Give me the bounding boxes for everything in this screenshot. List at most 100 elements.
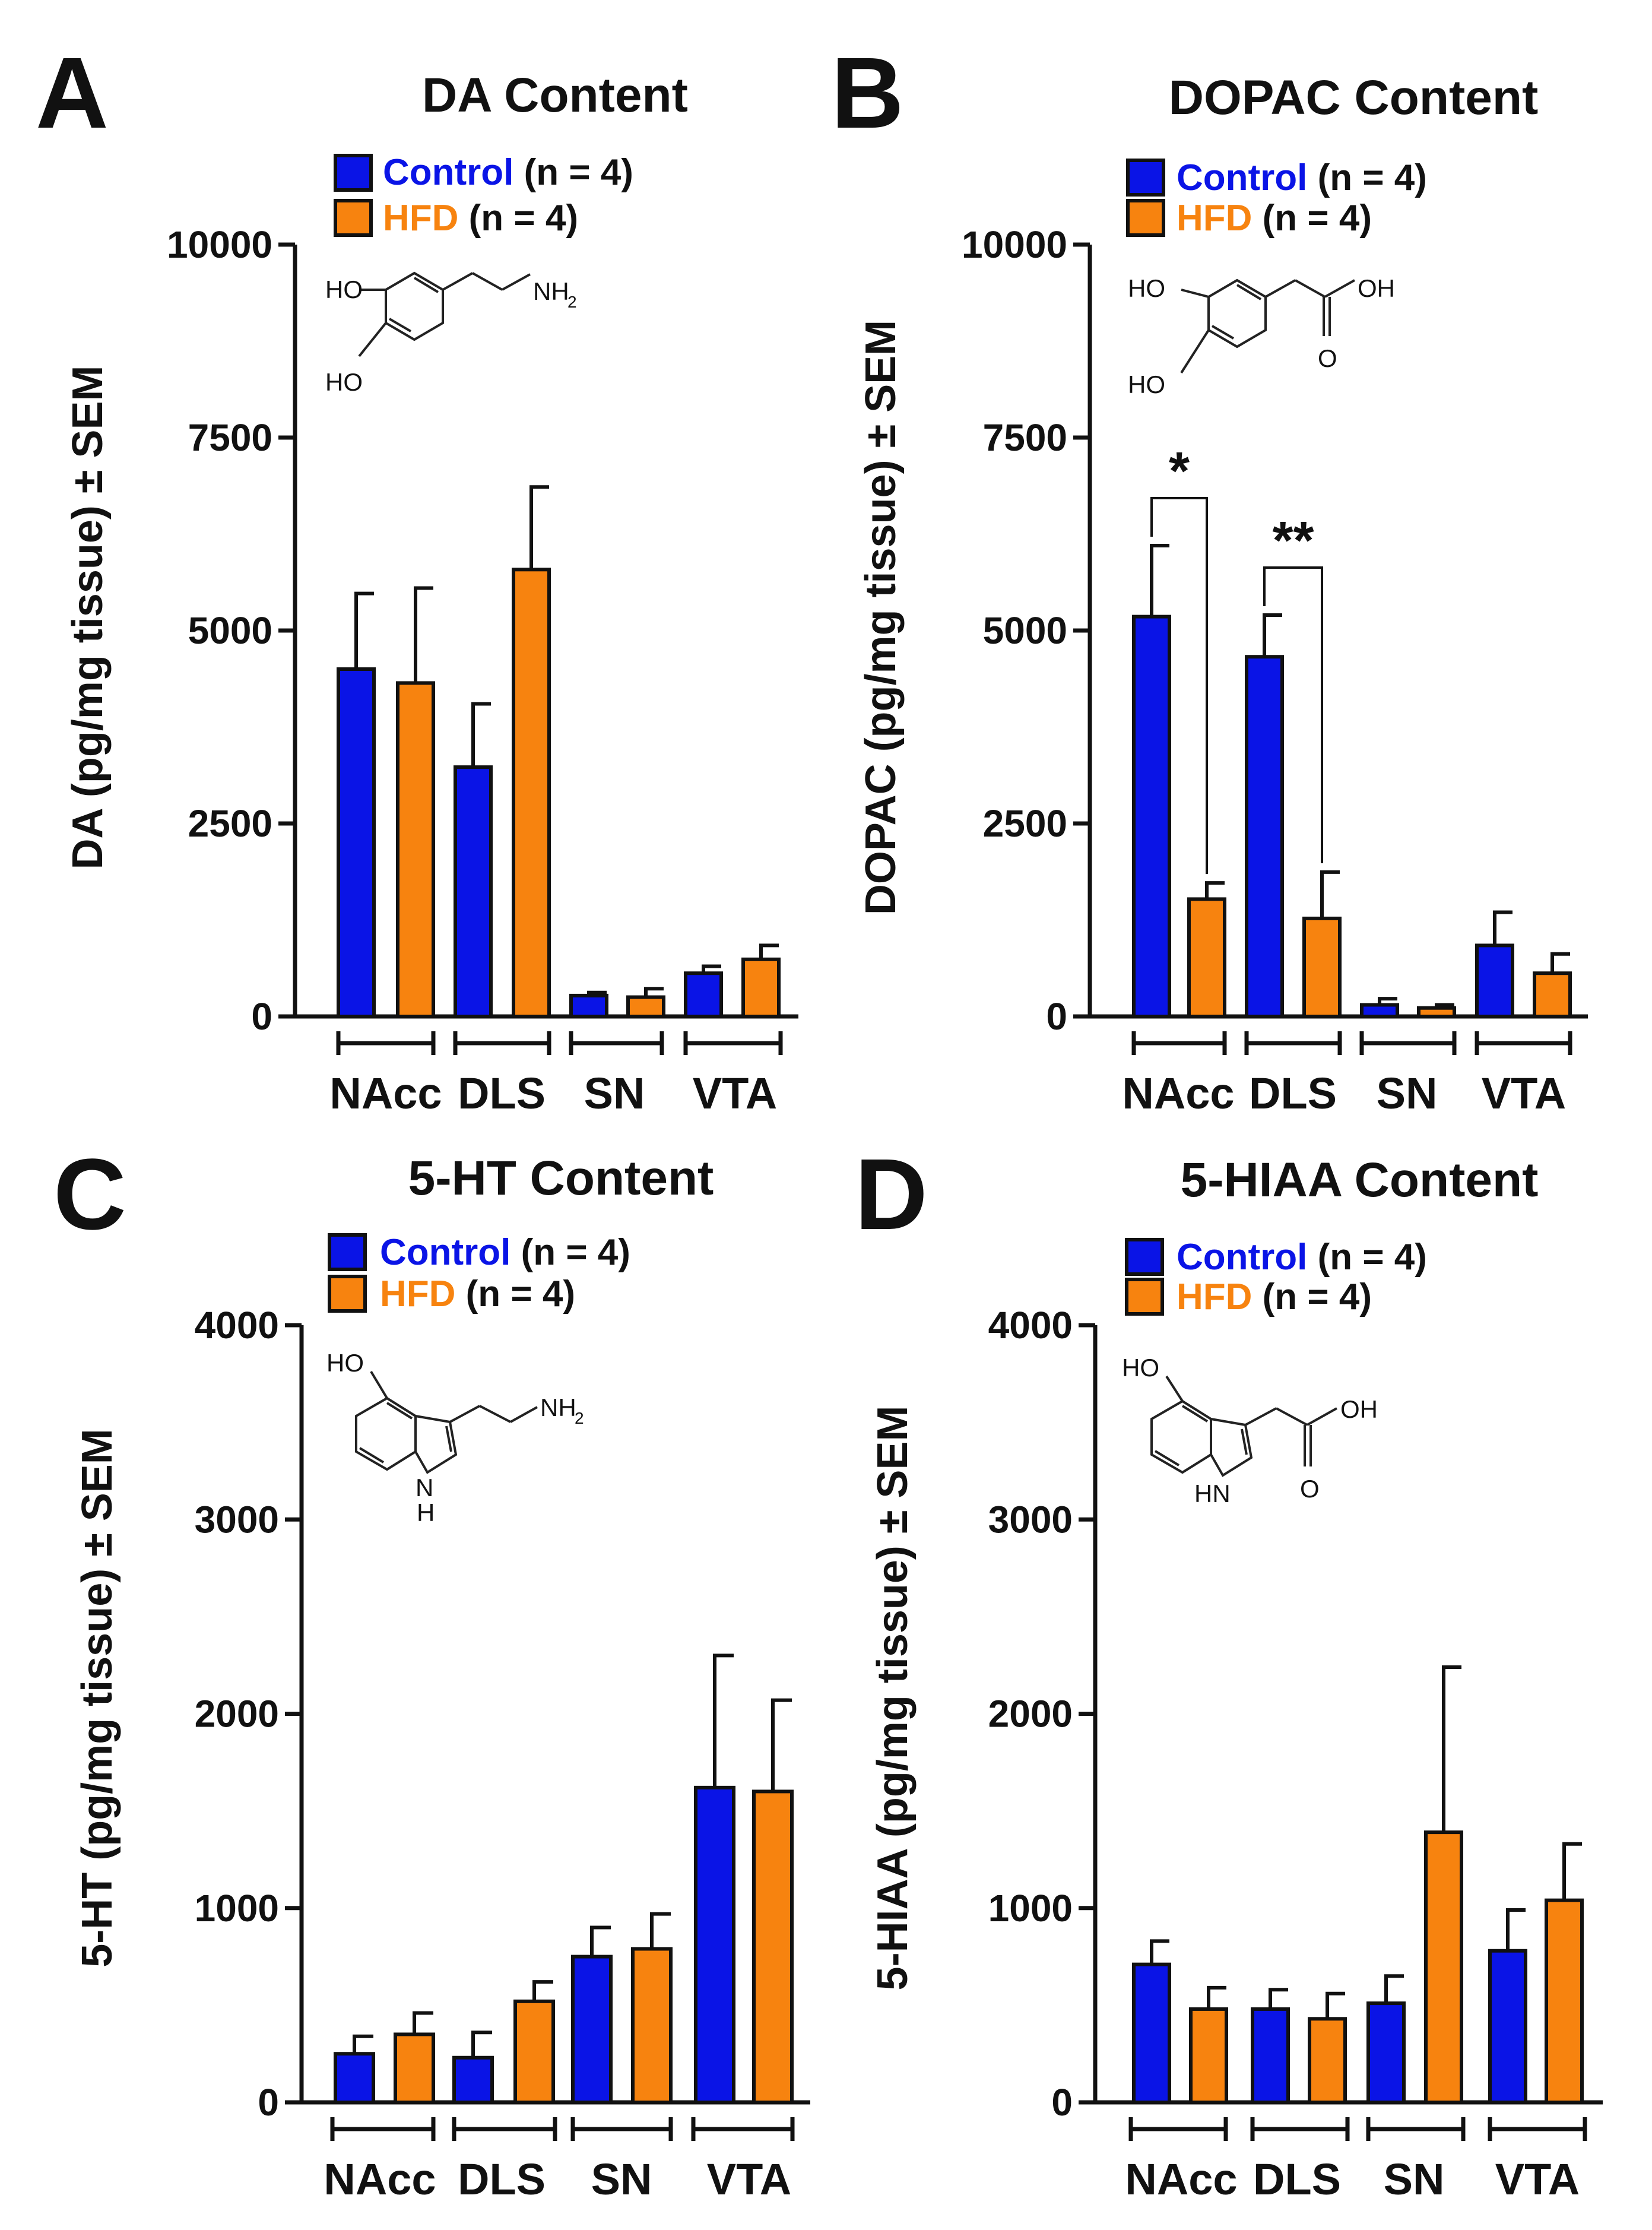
category-bracket <box>569 1031 664 1055</box>
category-label-sn: SN <box>591 2155 652 2204</box>
bar-hfd-vta <box>741 957 781 1019</box>
error-bar-hfd-nacc <box>413 2011 433 2035</box>
legend-entry-control: Control (n = 4) <box>383 152 633 193</box>
significance-bracket <box>1263 566 1323 863</box>
svg-text:HO: HO <box>1128 370 1165 398</box>
y-axis-label: DOPAC (pg/mg tissue) ± SEM <box>857 320 905 915</box>
bar-control-nacc <box>1132 1962 1171 2105</box>
svg-text:2: 2 <box>575 1409 584 1427</box>
bar-control-sn <box>571 1955 613 2104</box>
error-bar-control-nacc <box>1150 544 1169 617</box>
bar-hfd-nacc <box>394 2032 435 2104</box>
error-bar-hfd-nacc <box>1207 1985 1226 2009</box>
y-axis-label: 5-HT (pg/mg tissue) ± SEM <box>74 1428 121 1968</box>
error-bar-hfd-dls <box>1326 1991 1345 2019</box>
error-bar-hfd-dls <box>529 485 549 570</box>
svg-text:HO: HO <box>326 1349 364 1377</box>
legend-entry-hfd: HFD (n = 4) <box>1177 1276 1372 1317</box>
error-bar-control-sn <box>1378 997 1397 1005</box>
bar-control-vta <box>1488 1949 1527 2105</box>
legend-label-control: Control <box>380 1232 510 1273</box>
panel-letter-d: D <box>855 1138 928 1251</box>
category-bracket <box>1488 2117 1587 2141</box>
legend-n-hfd: (n = 4) <box>466 1274 575 1314</box>
bar-control-dls <box>1245 655 1284 1018</box>
error-bar-hfd-nacc <box>1205 881 1225 899</box>
legend-swatch-control <box>1126 159 1165 197</box>
svg-text:HO: HO <box>325 368 363 396</box>
error-bar-hfd-sn <box>650 1912 671 1949</box>
error-bar-control-dls <box>1263 613 1282 657</box>
bar-hfd-vta <box>1545 1898 1584 2104</box>
svg-text:O: O <box>1300 1475 1320 1503</box>
5-hiaa-structure: HO OH O HN <box>1122 1354 1378 1507</box>
y-tick-label: 0 <box>251 995 272 1038</box>
panel-letter-a: A <box>36 37 109 150</box>
error-bar-control-sn <box>587 990 607 996</box>
svg-text:OH: OH <box>1340 1395 1378 1423</box>
bar-hfd-sn <box>631 1947 673 2104</box>
y-tick-label: 0 <box>258 2081 279 2124</box>
legend-n-control: (n = 4) <box>524 152 633 193</box>
error-bar-control-dls <box>1269 1988 1288 2009</box>
chart-title: DA Content <box>422 68 688 122</box>
category-bracket <box>1366 2117 1466 2141</box>
dopac-structure: HO HO OH O <box>1128 274 1395 398</box>
category-bracket <box>453 1031 551 1055</box>
category-label-vta: VTA <box>1495 2155 1580 2204</box>
y-tick-label: 3000 <box>988 1498 1073 1541</box>
bar-plot: 0 1000 2000 3000 4000 NAcc DLS SN VTA <box>195 1304 810 2204</box>
category-label-sn: SN <box>1377 1069 1438 1118</box>
category-label-sn: SN <box>1384 2155 1445 2204</box>
error-bar-control-vta <box>713 1654 734 1788</box>
error-bar-control-dls <box>471 2031 492 2058</box>
category-label-vta: VTA <box>693 1069 778 1118</box>
error-bar-control-nacc <box>353 2034 373 2054</box>
y-tick-label: 10000 <box>167 223 272 266</box>
error-bar-hfd-sn <box>1435 1003 1454 1008</box>
category-label-nacc: NAcc <box>1122 1069 1234 1118</box>
bar-control-sn <box>1366 2001 1406 2105</box>
error-bar-control-nacc <box>1150 1939 1169 1965</box>
category-bracket <box>1244 1031 1342 1055</box>
legend-label-control: Control <box>383 152 513 193</box>
y-tick-label: 1000 <box>988 1887 1073 1930</box>
category-bracket <box>1128 2117 1228 2141</box>
y-axis-label: DA (pg/mg tissue) ± SEM <box>64 366 112 870</box>
y-tick-label: 0 <box>1046 995 1067 1038</box>
error-bar-hfd-dls <box>1320 870 1340 918</box>
bar-control-nacc <box>1132 614 1171 1018</box>
bar-hfd-vta <box>1533 971 1572 1018</box>
bar-control-dls <box>454 765 493 1018</box>
chart-title: 5-HIAA Content <box>1181 1153 1539 1207</box>
legend-label-hfd: HFD <box>1177 1276 1252 1317</box>
y-tick-label: 4000 <box>195 1304 279 1347</box>
y-tick-label: 2500 <box>983 802 1067 845</box>
category-label-dls: DLS <box>458 2155 546 2204</box>
svg-text:HO: HO <box>1128 274 1165 302</box>
y-tick-label: 2000 <box>195 1693 279 1735</box>
panel-b: B DOPAC Content Control (n = 4) HFD (n =… <box>831 37 1588 1118</box>
error-bar-control-sn <box>1384 1974 1404 2004</box>
svg-text:OH: OH <box>1358 274 1395 302</box>
legend-swatch-control <box>1125 1238 1164 1276</box>
category-bracket <box>1131 1031 1227 1055</box>
bar-control-vta <box>694 1785 735 2104</box>
y-tick-label: 2500 <box>188 802 272 845</box>
legend-swatch-control <box>334 154 373 192</box>
y-tick-label: 4000 <box>988 1304 1073 1347</box>
category-bracket <box>570 2117 673 2141</box>
bar-control-dls <box>452 2055 494 2104</box>
significance-label: ** <box>1272 511 1314 571</box>
legend-entry-hfd: HFD (n = 4) <box>383 198 578 239</box>
svg-text:NH: NH <box>540 1393 576 1421</box>
category-bracket <box>1359 1031 1457 1055</box>
legend-n-hfd: (n = 4) <box>469 198 578 239</box>
y-tick-label: 1000 <box>195 1887 279 1930</box>
error-bar-control-vta <box>702 964 721 974</box>
bar-plot: 0 2500 5000 7500 10000 NAcc DLS SN VTA <box>167 223 798 1118</box>
y-tick-label: 10000 <box>962 223 1067 266</box>
y-tick-label: 7500 <box>188 416 272 459</box>
y-tick-label: 0 <box>1051 2081 1073 2124</box>
